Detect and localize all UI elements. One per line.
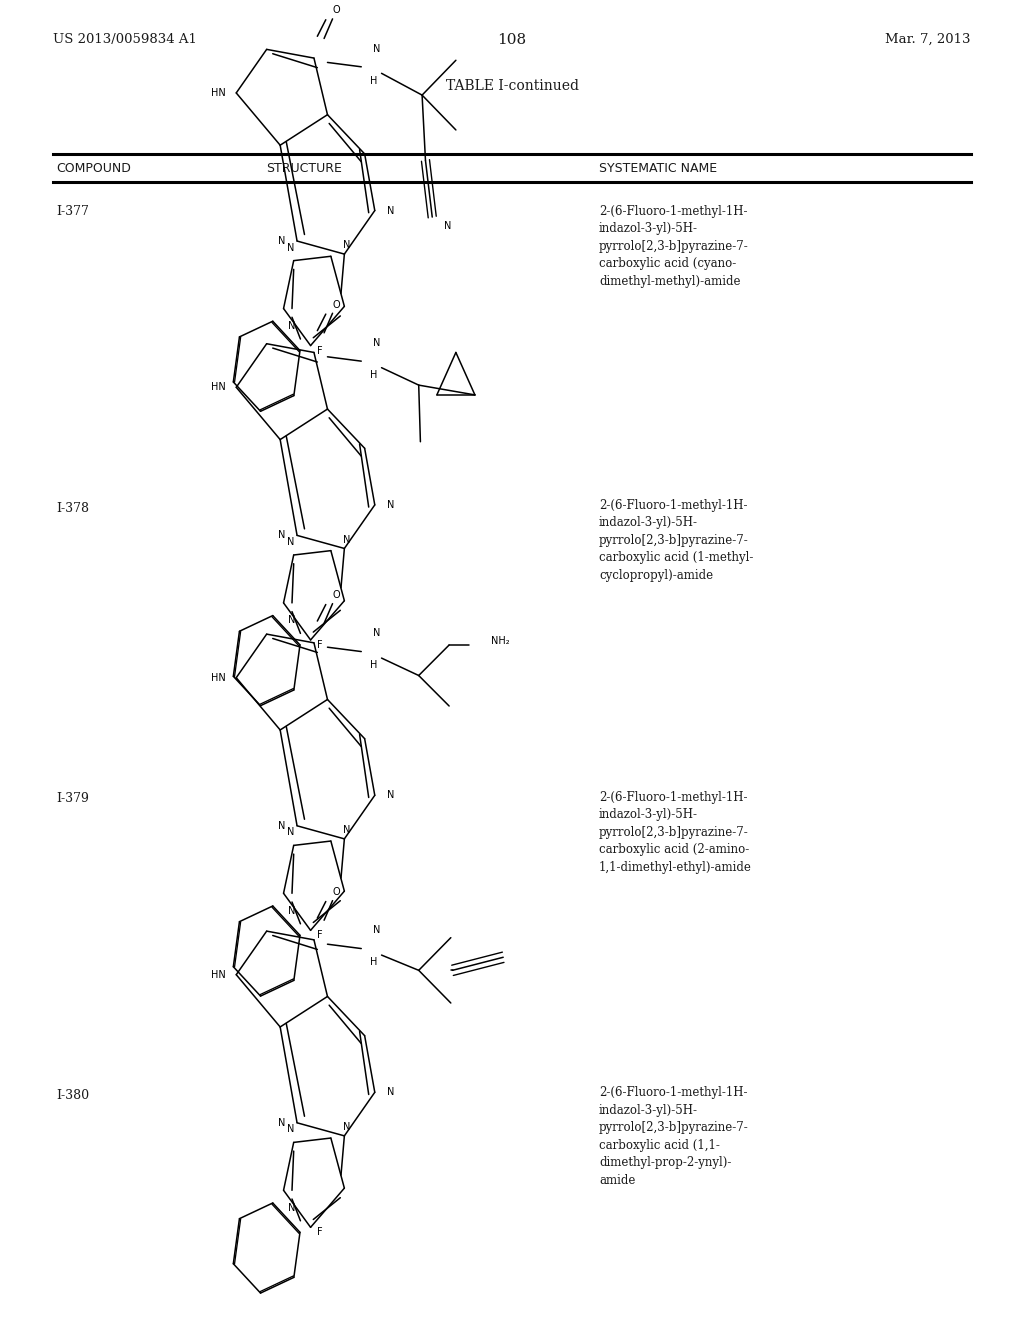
Text: I-377: I-377 bbox=[56, 205, 89, 218]
Text: N: N bbox=[387, 500, 394, 510]
Text: F: F bbox=[316, 640, 323, 649]
Text: N: N bbox=[278, 236, 286, 246]
Text: O: O bbox=[332, 300, 340, 309]
Text: 2-(6-Fluoro-1-methyl-1H-
indazol-3-yl)-5H-
pyrrolo[2,3-b]pyrazine-7-
carboxylic : 2-(6-Fluoro-1-methyl-1H- indazol-3-yl)-5… bbox=[599, 499, 754, 582]
Text: TABLE I-continued: TABLE I-continued bbox=[445, 79, 579, 94]
Text: N: N bbox=[343, 240, 350, 251]
Text: N: N bbox=[278, 1118, 286, 1127]
Text: N: N bbox=[343, 825, 350, 836]
Text: N: N bbox=[287, 1125, 294, 1134]
Text: N: N bbox=[373, 925, 381, 936]
Text: N: N bbox=[287, 828, 294, 837]
Text: N: N bbox=[278, 821, 286, 830]
Text: N: N bbox=[373, 338, 381, 348]
Text: Mar. 7, 2013: Mar. 7, 2013 bbox=[886, 33, 971, 46]
Text: I-380: I-380 bbox=[56, 1089, 89, 1102]
Text: N: N bbox=[289, 906, 296, 916]
Text: O: O bbox=[332, 5, 340, 15]
Text: HN: HN bbox=[211, 673, 226, 682]
Text: N: N bbox=[289, 615, 296, 626]
Text: 2-(6-Fluoro-1-methyl-1H-
indazol-3-yl)-5H-
pyrrolo[2,3-b]pyrazine-7-
carboxylic : 2-(6-Fluoro-1-methyl-1H- indazol-3-yl)-5… bbox=[599, 791, 752, 874]
Text: STRUCTURE: STRUCTURE bbox=[266, 162, 342, 174]
Text: SYSTEMATIC NAME: SYSTEMATIC NAME bbox=[599, 162, 717, 174]
Text: N: N bbox=[278, 531, 286, 540]
Text: N: N bbox=[343, 1122, 350, 1133]
Text: NH₂: NH₂ bbox=[492, 636, 510, 645]
Text: O: O bbox=[332, 590, 340, 599]
Text: N: N bbox=[387, 1088, 394, 1097]
Text: N: N bbox=[387, 206, 394, 215]
Text: H: H bbox=[370, 660, 377, 671]
Text: US 2013/0059834 A1: US 2013/0059834 A1 bbox=[53, 33, 198, 46]
Text: N: N bbox=[289, 1203, 296, 1213]
Text: N: N bbox=[287, 243, 294, 252]
Text: 2-(6-Fluoro-1-methyl-1H-
indazol-3-yl)-5H-
pyrrolo[2,3-b]pyrazine-7-
carboxylic : 2-(6-Fluoro-1-methyl-1H- indazol-3-yl)-5… bbox=[599, 205, 749, 288]
Text: N: N bbox=[343, 535, 350, 545]
Text: 2-(6-Fluoro-1-methyl-1H-
indazol-3-yl)-5H-
pyrrolo[2,3-b]pyrazine-7-
carboxylic : 2-(6-Fluoro-1-methyl-1H- indazol-3-yl)-5… bbox=[599, 1086, 749, 1187]
Text: F: F bbox=[316, 346, 323, 355]
Text: N: N bbox=[444, 220, 452, 231]
Text: 108: 108 bbox=[498, 33, 526, 48]
Text: F: F bbox=[316, 931, 323, 940]
Text: HN: HN bbox=[211, 383, 226, 392]
Text: N: N bbox=[289, 321, 296, 331]
Text: O: O bbox=[332, 887, 340, 896]
Text: N: N bbox=[373, 628, 381, 639]
Text: N: N bbox=[373, 44, 381, 54]
Text: COMPOUND: COMPOUND bbox=[56, 162, 131, 174]
Text: H: H bbox=[370, 370, 377, 380]
Text: F: F bbox=[316, 1228, 323, 1237]
Text: I-379: I-379 bbox=[56, 792, 89, 805]
Text: H: H bbox=[370, 75, 377, 86]
Text: N: N bbox=[387, 791, 394, 800]
Text: H: H bbox=[370, 957, 377, 968]
Text: I-378: I-378 bbox=[56, 502, 89, 515]
Text: HN: HN bbox=[211, 88, 226, 98]
Text: N: N bbox=[287, 537, 294, 546]
Text: HN: HN bbox=[211, 970, 226, 979]
